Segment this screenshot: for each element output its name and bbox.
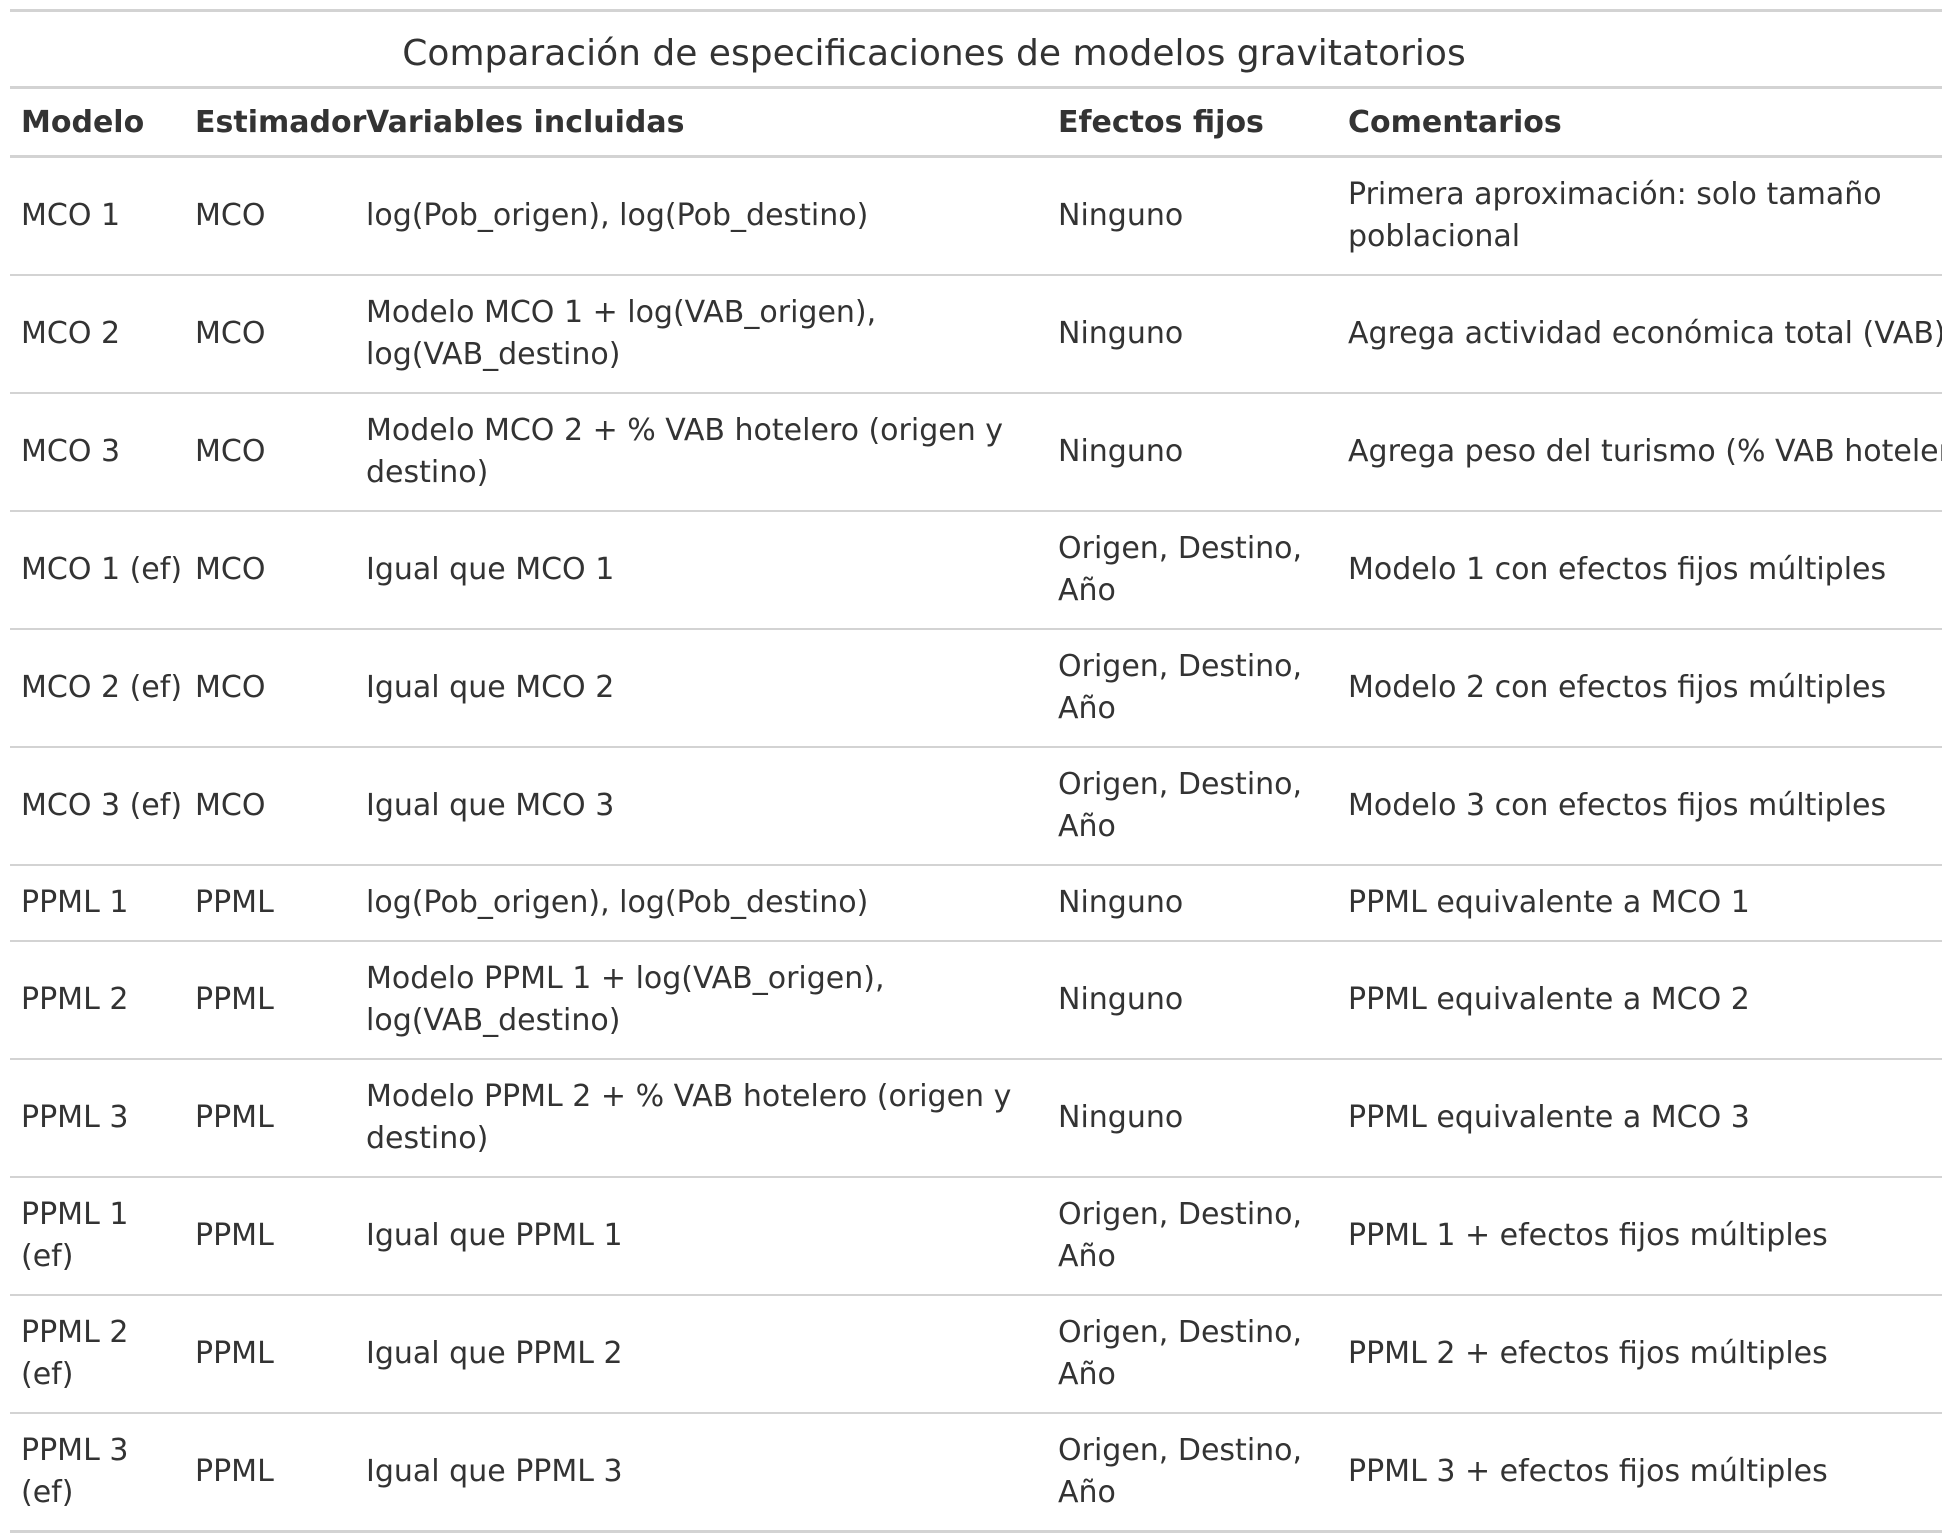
- cell-efectos: Ninguno: [1047, 1059, 1337, 1178]
- cell-variables: Igual que PPML 3: [355, 1413, 1047, 1533]
- cell-comentarios: PPML equivalente a MCO 1: [1337, 865, 1942, 942]
- cell-efectos: Origen, Destino, Año: [1047, 511, 1337, 630]
- table-row: PPML 1 (ef) PPML Igual que PPML 1 Origen…: [10, 1177, 1942, 1296]
- cell-comentarios: PPML 2 + efectos fijos múltiples: [1337, 1295, 1942, 1414]
- cell-efectos: Origen, Destino, Año: [1047, 747, 1337, 866]
- cell-comentarios: Modelo 2 con efectos fijos múltiples: [1337, 629, 1942, 748]
- table-row: MCO 3 (ef) MCO Igual que MCO 3 Origen, D…: [10, 747, 1942, 866]
- cell-comentarios: PPML equivalente a MCO 3: [1337, 1059, 1942, 1178]
- cell-estimador: PPML: [184, 1295, 355, 1414]
- table-title: Comparación de especificaciones de model…: [10, 12, 1942, 86]
- cell-comentarios: Modelo 3 con efectos fijos múltiples: [1337, 747, 1942, 866]
- table-row: MCO 1 (ef) MCO Igual que MCO 1 Origen, D…: [10, 511, 1942, 630]
- table-row: PPML 3 PPML Modelo PPML 2 + % VAB hotele…: [10, 1059, 1942, 1178]
- cell-comentarios: Primera aproximación: solo tamaño poblac…: [1337, 156, 1942, 276]
- cell-modelo: PPML 3 (ef): [10, 1413, 184, 1533]
- column-header-efectos: Efectos fijos: [1047, 89, 1337, 158]
- cell-modelo: MCO 2: [10, 275, 184, 394]
- cell-estimador: MCO: [184, 747, 355, 866]
- cell-estimador: PPML: [184, 1413, 355, 1533]
- cell-modelo: MCO 3 (ef): [10, 747, 184, 866]
- cell-efectos: Ninguno: [1047, 865, 1337, 942]
- cell-estimador: PPML: [184, 941, 355, 1060]
- cell-variables: Modelo PPML 1 + log(VAB_origen), log(VAB…: [355, 941, 1047, 1060]
- cell-modelo: PPML 2 (ef): [10, 1295, 184, 1414]
- cell-estimador: MCO: [184, 511, 355, 630]
- cell-modelo: MCO 2 (ef): [10, 629, 184, 748]
- cell-efectos: Ninguno: [1047, 156, 1337, 276]
- cell-efectos: Origen, Destino, Año: [1047, 1295, 1337, 1414]
- table-row: MCO 3 MCO Modelo MCO 2 + % VAB hotelero …: [10, 393, 1942, 512]
- cell-modelo: MCO 1 (ef): [10, 511, 184, 630]
- table-header-row: Modelo Estimador Variables incluidas Efe…: [10, 89, 1942, 158]
- model-comparison-table: Modelo Estimador Variables incluidas Efe…: [10, 89, 1942, 1533]
- table-row: MCO 2 MCO Modelo MCO 1 + log(VAB_origen)…: [10, 275, 1942, 394]
- cell-modelo: PPML 1 (ef): [10, 1177, 184, 1296]
- table-row: PPML 1 PPML log(Pob_origen), log(Pob_des…: [10, 865, 1942, 942]
- cell-variables: Modelo MCO 2 + % VAB hotelero (origen y …: [355, 393, 1047, 512]
- cell-estimador: MCO: [184, 156, 355, 276]
- cell-estimador: PPML: [184, 865, 355, 942]
- model-comparison-table-container: Comparación de especificaciones de model…: [10, 9, 1942, 1533]
- cell-comentarios: Agrega actividad económica total (VAB): [1337, 275, 1942, 394]
- table-row: PPML 2 PPML Modelo PPML 1 + log(VAB_orig…: [10, 941, 1942, 1060]
- column-header-comentarios: Comentarios: [1337, 89, 1942, 158]
- cell-efectos: Origen, Destino, Año: [1047, 1177, 1337, 1296]
- column-header-modelo: Modelo: [10, 89, 184, 158]
- cell-comentarios: PPML 1 + efectos fijos múltiples: [1337, 1177, 1942, 1296]
- cell-variables: Igual que MCO 2: [355, 629, 1047, 748]
- cell-efectos: Origen, Destino, Año: [1047, 1413, 1337, 1533]
- cell-efectos: Ninguno: [1047, 275, 1337, 394]
- cell-efectos: Origen, Destino, Año: [1047, 629, 1337, 748]
- cell-modelo: PPML 1: [10, 865, 184, 942]
- cell-variables: Modelo PPML 2 + % VAB hotelero (origen y…: [355, 1059, 1047, 1178]
- cell-efectos: Ninguno: [1047, 941, 1337, 1060]
- cell-estimador: MCO: [184, 275, 355, 394]
- cell-variables: Modelo MCO 1 + log(VAB_origen), log(VAB_…: [355, 275, 1047, 394]
- cell-variables: Igual que MCO 3: [355, 747, 1047, 866]
- cell-estimador: PPML: [184, 1059, 355, 1178]
- cell-comentarios: PPML 3 + efectos fijos múltiples: [1337, 1413, 1942, 1533]
- cell-comentarios: PPML equivalente a MCO 2: [1337, 941, 1942, 1060]
- column-header-variables: Variables incluidas: [355, 89, 1047, 158]
- cell-comentarios: Modelo 1 con efectos fijos múltiples: [1337, 511, 1942, 630]
- cell-variables: log(Pob_origen), log(Pob_destino): [355, 865, 1047, 942]
- cell-variables: Igual que MCO 1: [355, 511, 1047, 630]
- cell-modelo: PPML 2: [10, 941, 184, 1060]
- column-header-estimador: Estimador: [184, 89, 366, 158]
- cell-comentarios: Agrega peso del turismo (% VAB hotelero): [1337, 393, 1942, 512]
- cell-modelo: MCO 1: [10, 156, 184, 276]
- cell-variables: log(Pob_origen), log(Pob_destino): [355, 156, 1047, 276]
- cell-variables: Igual que PPML 2: [355, 1295, 1047, 1414]
- cell-estimador: MCO: [184, 629, 355, 748]
- cell-efectos: Ninguno: [1047, 393, 1337, 512]
- cell-modelo: MCO 3: [10, 393, 184, 512]
- table-row: MCO 1 MCO log(Pob_origen), log(Pob_desti…: [10, 156, 1942, 276]
- table-row: PPML 3 (ef) PPML Igual que PPML 3 Origen…: [10, 1413, 1942, 1533]
- cell-estimador: PPML: [184, 1177, 355, 1296]
- cell-estimador: MCO: [184, 393, 355, 512]
- table-row: PPML 2 (ef) PPML Igual que PPML 2 Origen…: [10, 1295, 1942, 1414]
- table-header-rule: [10, 86, 1942, 89]
- table-title-text: Comparación de especificaciones de model…: [402, 33, 1466, 74]
- table-row: MCO 2 (ef) MCO Igual que MCO 2 Origen, D…: [10, 629, 1942, 748]
- cell-modelo: PPML 3: [10, 1059, 184, 1178]
- table-top-rule: [10, 9, 1942, 12]
- cell-variables: Igual que PPML 1: [355, 1177, 1047, 1296]
